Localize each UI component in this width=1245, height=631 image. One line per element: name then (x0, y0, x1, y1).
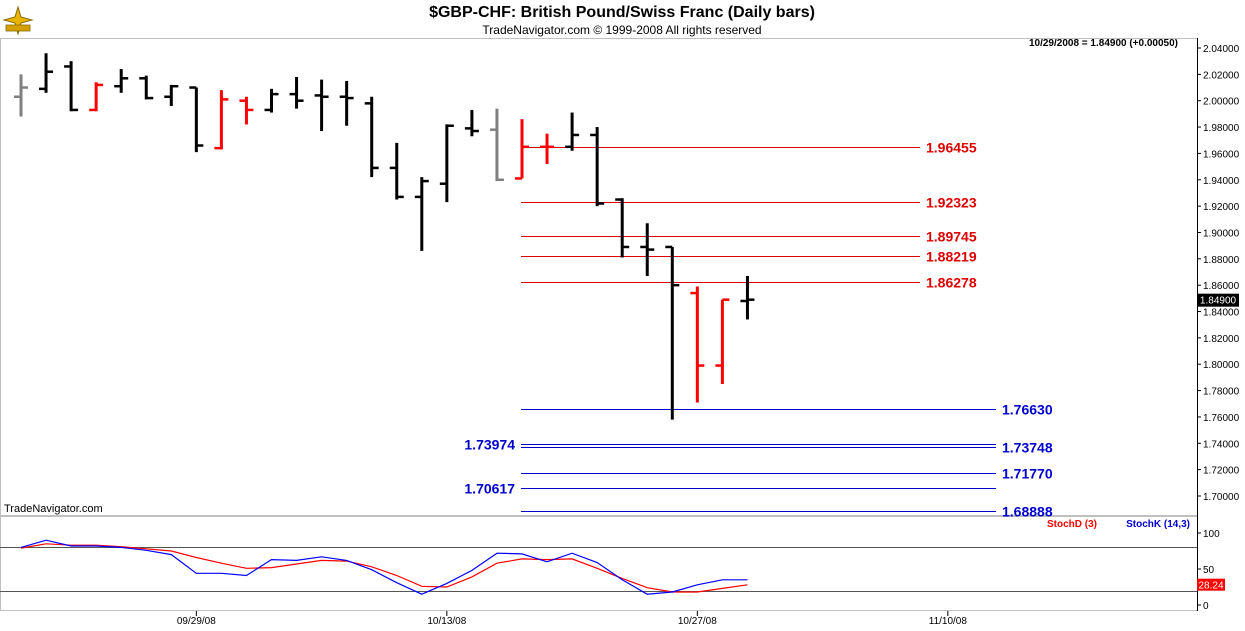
ohlc-bar (39, 53, 54, 93)
chart-title: $GBP-CHF: British Pound/Swiss Franc (Dai… (429, 4, 815, 21)
last-price-label: 1.84900 (1200, 296, 1237, 307)
ohlc-bar (515, 119, 529, 180)
price-tick-label: 2.00000 (1203, 97, 1240, 108)
ohlc-bar (615, 198, 630, 258)
ohlc-bar (715, 298, 730, 384)
support-label: 1.71770 (1002, 466, 1053, 482)
stochk-line (20, 539, 748, 595)
gold-compass-logo-icon (2, 5, 34, 36)
date-tick-label: 10/13/08 (427, 616, 466, 627)
price-axis: 2.04000 2.02000 2.00000 1.98000 1.96000 1.940… (1197, 44, 1240, 503)
ohlc-bar (139, 75, 154, 100)
stoch-value-marker: 28.24 (1197, 578, 1225, 592)
support-label: 1.73974 (464, 437, 515, 453)
price-tick-label: 1.92000 (1203, 202, 1240, 213)
stochd-line (20, 543, 748, 593)
price-tick-label: 1.90000 (1203, 228, 1240, 239)
ohlc-bar (89, 82, 104, 112)
ohlc-bar (64, 61, 79, 112)
price-tick-label: 1.86000 (1203, 281, 1240, 292)
watermark: TradeNavigator.com (4, 503, 103, 515)
ohlc-bar (289, 76, 304, 109)
date-tick-label: 09/29/08 (177, 616, 216, 627)
ohlc-bar (590, 127, 605, 207)
ohlc-bar (314, 79, 329, 132)
price-tick-label: 1.74000 (1203, 439, 1240, 450)
ohlc-bar (665, 245, 680, 420)
price-tick-label: 1.72000 (1203, 466, 1240, 477)
ohlc-bar (439, 124, 454, 203)
ohlc-bar (489, 108, 504, 182)
ohlc-bars (14, 53, 755, 420)
ohlc-bar (540, 133, 555, 164)
ohlc-bar (189, 86, 204, 153)
resistance-label: 1.86278 (926, 275, 977, 291)
price-tick-label: 1.84000 (1203, 308, 1240, 319)
ohlc-bar (690, 286, 705, 403)
stoch-reference-lines (0, 547, 1197, 592)
stoch-tick-label: 50 (1203, 565, 1215, 576)
stoch-axis: 100 50 0 (1197, 529, 1220, 612)
price-tick-label: 1.96000 (1203, 149, 1240, 160)
price-tick-label: 1.98000 (1203, 123, 1240, 134)
ohlc-bar (565, 112, 580, 151)
stoch-tick-label: 0 (1203, 601, 1209, 612)
ohlc-bar (389, 142, 404, 200)
stoch-lines (20, 539, 748, 595)
last-price-marker: 1.84900 (1197, 293, 1239, 307)
stoch-tick-label: 100 (1203, 529, 1220, 540)
price-tick-label: 1.88000 (1203, 255, 1240, 266)
resistance-label: 1.89745 (926, 229, 977, 245)
support-label: 1.73748 (1002, 440, 1053, 456)
price-readout: 10/29/2008 = 1.84900 (+0.00050) (1029, 38, 1178, 49)
ohlc-bar (164, 84, 179, 106)
legend-stochd: StochD (3) (1047, 519, 1097, 530)
price-tick-label: 2.02000 (1203, 70, 1240, 81)
ohlc-bar (114, 69, 129, 93)
price-tick-label: 1.70000 (1203, 492, 1240, 503)
support-label: 1.70617 (464, 481, 515, 497)
ohlc-bar (14, 74, 28, 117)
chart-subtitle: TradeNavigator.com © 1999-2008 All right… (482, 23, 761, 37)
price-tick-label: 1.78000 (1203, 387, 1240, 398)
ohlc-bar (364, 96, 379, 178)
support-label: 1.76630 (1002, 402, 1053, 418)
price-tick-label: 1.94000 (1203, 176, 1240, 187)
support-label: 1.68888 (1002, 504, 1053, 520)
ohlc-bar (264, 88, 279, 113)
ohlc-bar (640, 223, 655, 276)
resistance-label: 1.92323 (926, 195, 977, 211)
support-resistance-levels: 1.96455 1.92323 1.89745 1.88219 1.86278 1.766… (464, 140, 1052, 520)
ohlc-bar (239, 96, 254, 125)
ohlc-bar (464, 109, 479, 137)
ohlc-bar (339, 80, 354, 126)
resistance-label: 1.88219 (926, 249, 977, 265)
ohlc-bar (214, 90, 229, 150)
ohlc-bar (414, 177, 429, 251)
date-tick-label: 11/10/08 (929, 616, 968, 627)
date-axis: 09/29/08 10/13/08 10/27/08 11/10/08 (177, 611, 967, 627)
price-tick-label: 2.04000 (1203, 44, 1240, 55)
stoch-value-label: 28.24 (1198, 581, 1223, 592)
legend-stochk: StochK (14,3) (1126, 519, 1190, 530)
price-tick-label: 1.80000 (1203, 360, 1240, 371)
ohlc-bar (740, 275, 755, 320)
price-tick-label: 1.76000 (1203, 413, 1240, 424)
resistance-label: 1.96455 (926, 140, 977, 156)
price-tick-label: 1.82000 (1203, 334, 1240, 345)
date-tick-label: 10/27/08 (678, 616, 717, 627)
